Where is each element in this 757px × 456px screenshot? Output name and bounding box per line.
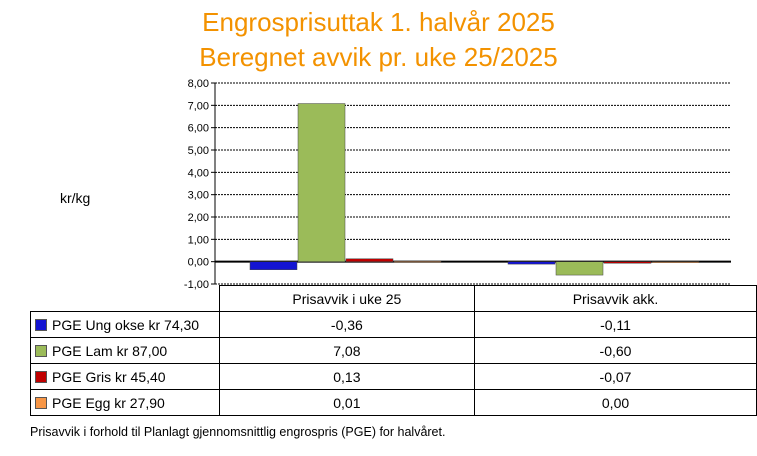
table-row: PGE Gris kr 45,40 0,13 -0,07 [30,363,757,390]
bar [651,261,700,263]
chart-plot: -1,000,001,002,003,004,005,006,007,008,0… [184,78,731,291]
y-tick-label: 0,00 [188,257,209,269]
series-name: PGE Egg kr 27,90 [52,394,165,411]
chart-subtitle: Beregnet avvik pr. uke 25/2025 [199,42,558,72]
data-cell: 0,13 [218,363,476,390]
table-header-blank [30,285,220,312]
y-tick-label: 4,00 [188,167,209,179]
bar [297,103,346,262]
table-row: PGE Lam kr 87,00 7,08 -0,60 [30,337,757,364]
chart-title: Engrosprisuttak 1. halvår 2025 [202,7,555,37]
data-cell: -0,60 [474,337,757,364]
y-tick-label: 1,00 [188,234,209,246]
bar [555,261,604,276]
series-name: PGE Lam kr 87,00 [52,342,168,359]
legend-swatch-gris [35,370,47,383]
data-cell: 0,00 [474,389,757,416]
bar [603,261,652,264]
y-tick-label: 6,00 [188,123,209,135]
data-cell: -0,36 [218,311,476,338]
data-cell: -0,11 [474,311,757,338]
legend-swatch-lam [35,344,47,357]
data-cell: -0,07 [474,363,757,390]
y-tick-label: 7,00 [188,100,209,112]
bar [345,258,394,262]
y-tick-label: 2,00 [188,212,209,224]
table-header-row: Prisavvik i uke 25 Prisavvik akk. [30,285,757,312]
legend-swatch-egg [35,396,47,409]
data-table: Prisavvik i uke 25 Prisavvik akk. PGE Un… [30,285,757,416]
bar [249,261,298,270]
series-name: PGE Ung okse kr 74,30 [52,316,200,333]
legend-swatch-ung-okse [35,318,47,331]
y-axis-label: kr/kg [60,190,91,206]
footnote: Prisavvik i forhold til Planlagt gjennom… [30,425,446,439]
category-label-1: Prisavvik i uke 25 [218,285,476,312]
y-tick-label: 3,00 [188,190,209,202]
category-label-2: Prisavvik akk. [474,285,757,312]
bar [507,261,556,265]
data-cell: 0,01 [218,389,476,416]
y-tick-label: 8,00 [188,78,209,90]
bar [393,261,442,263]
series-name: PGE Gris kr 45,40 [52,368,166,385]
table-row: PGE Egg kr 27,90 0,01 0,00 [30,389,757,416]
data-cell: 7,08 [218,337,476,364]
y-tick-label: 5,00 [188,145,209,157]
table-row: PGE Ung okse kr 74,30 -0,36 -0,11 [30,311,757,338]
